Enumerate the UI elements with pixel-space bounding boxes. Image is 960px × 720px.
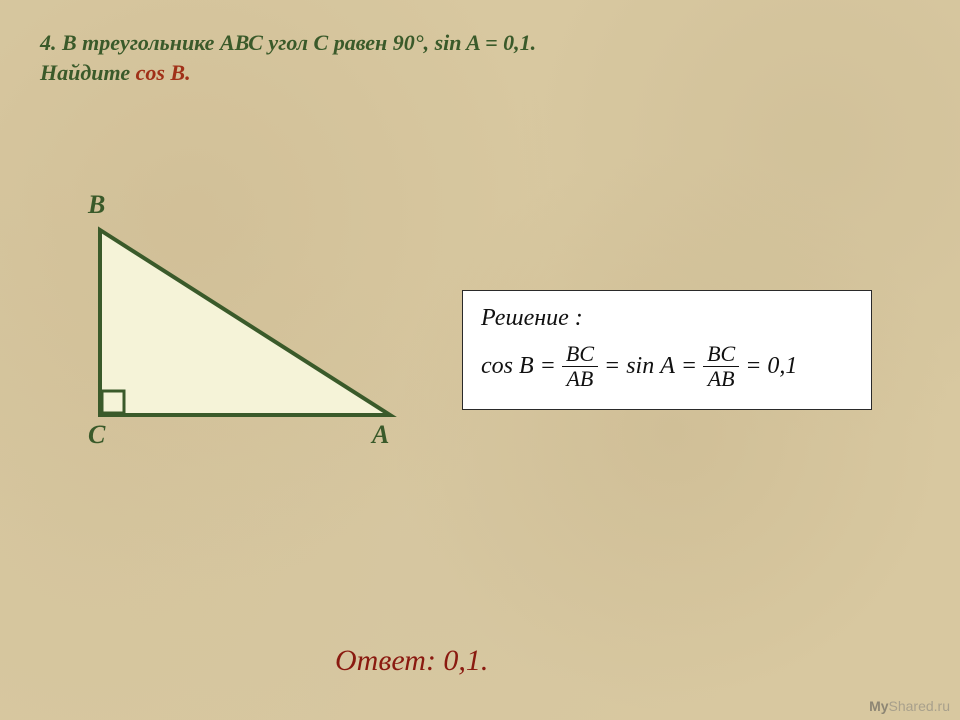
sol-eq4: =	[745, 353, 761, 380]
problem-line2-prefix: Найдите	[40, 60, 136, 85]
solution-box: Решение : cos B = BC AB = sin A = BC AB …	[462, 290, 872, 410]
answer-text: Ответ: 0,1.	[335, 644, 488, 678]
watermark-rest: Shared.ru	[889, 698, 950, 714]
sol-var-b: B	[519, 353, 534, 380]
sol-frac1: BC AB	[562, 342, 598, 391]
problem-highlight: cos B.	[136, 60, 191, 85]
problem-degree: °	[415, 30, 424, 55]
sol-frac2-num: BC	[703, 342, 739, 367]
sol-frac2-den: AB	[704, 367, 739, 391]
problem-line1-suffix: , sin A = 0,1.	[424, 30, 537, 55]
triangle-shape	[100, 230, 390, 415]
watermark: MyShared.ru	[869, 698, 950, 714]
problem-line1-prefix: 4. В треугольнике АВС угол С равен 90	[40, 30, 415, 55]
problem-statement: 4. В треугольнике АВС угол С равен 90°, …	[40, 28, 536, 87]
sol-eq3: =	[681, 353, 697, 380]
sol-eq2: =	[604, 353, 620, 380]
vertex-label-a: A	[372, 420, 389, 450]
sol-frac1-num: BC	[562, 342, 598, 367]
sol-frac2: BC AB	[703, 342, 739, 391]
sol-var-a: A	[660, 353, 675, 380]
sol-rhs: 0,1	[767, 353, 797, 380]
triangle-diagram: B C A	[90, 220, 410, 450]
sol-cos: cos	[481, 353, 513, 380]
vertex-label-c: C	[88, 420, 105, 450]
solution-title: Решение :	[481, 305, 853, 332]
sol-eq1: =	[540, 353, 556, 380]
sol-frac1-den: AB	[562, 367, 597, 391]
vertex-label-b: B	[88, 190, 105, 220]
solution-equation: cos B = BC AB = sin A = BC AB = 0,1	[481, 342, 853, 391]
watermark-brand: My	[869, 698, 888, 714]
sol-sin: sin	[626, 353, 654, 380]
triangle-svg	[90, 220, 410, 430]
